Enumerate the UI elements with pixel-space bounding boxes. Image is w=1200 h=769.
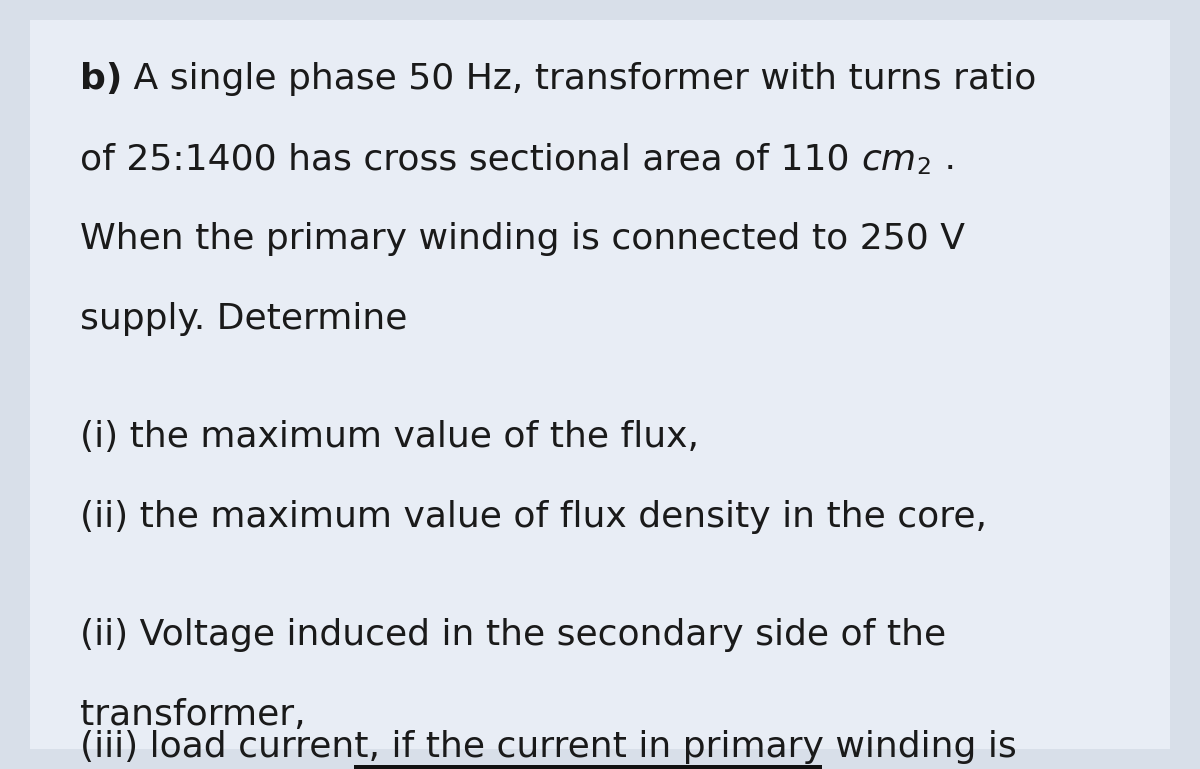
Text: of 25:1400 has cross sectional area of 110: of 25:1400 has cross sectional area of 1… — [80, 142, 862, 176]
Text: (ii) Voltage induced in the secondary side of the: (ii) Voltage induced in the secondary si… — [80, 618, 946, 652]
Text: When the primary winding is connected to 250 V: When the primary winding is connected to… — [80, 222, 965, 256]
Text: (ii) the maximum value of flux density in the core,: (ii) the maximum value of flux density i… — [80, 500, 986, 534]
Text: 2: 2 — [916, 156, 931, 179]
Text: A single phase 50 Hz, transformer with turns ratio: A single phase 50 Hz, transformer with t… — [122, 62, 1037, 96]
Bar — [354, 765, 822, 769]
Text: (i) the maximum value of the flux,: (i) the maximum value of the flux, — [80, 420, 698, 454]
FancyBboxPatch shape — [30, 20, 1170, 749]
Text: (iii) load current, if the current in primary winding is: (iii) load current, if the current in pr… — [80, 730, 1016, 764]
Text: transformer,: transformer, — [80, 698, 306, 732]
Text: cm: cm — [862, 142, 916, 176]
Text: .: . — [934, 142, 956, 176]
Text: b): b) — [80, 62, 122, 96]
Text: supply. Determine: supply. Determine — [80, 302, 407, 336]
